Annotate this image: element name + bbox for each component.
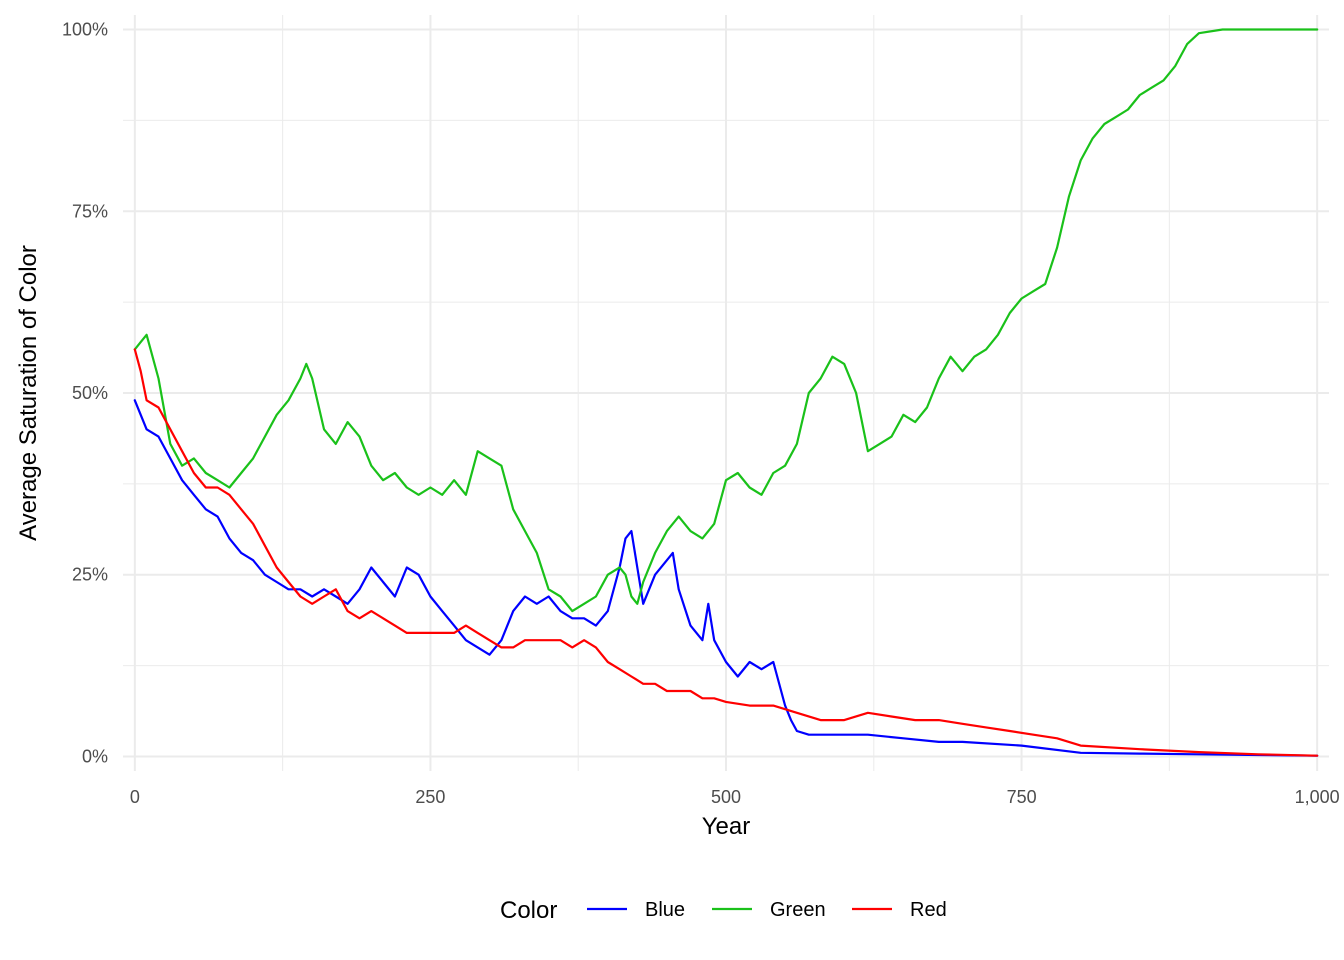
series-lines <box>133 28 1319 757</box>
x-tick-label: 750 <box>1007 787 1037 807</box>
legend-label-red: Red <box>910 899 947 921</box>
x-tick-label: 500 <box>711 787 741 807</box>
y-tick-label: 75% <box>72 201 108 221</box>
series-line-green <box>133 28 1319 613</box>
y-tick-label: 0% <box>82 746 108 766</box>
y-axis-tick-labels: 0% 25% 50% 75% 100% <box>62 20 108 767</box>
y-tick-label: 50% <box>72 383 108 403</box>
legend: Color Blue Green Red <box>500 897 947 924</box>
x-tick-label: 0 <box>130 787 140 807</box>
x-tick-label: 1,000 <box>1295 787 1340 807</box>
x-tick-label: 250 <box>415 787 445 807</box>
legend-label-blue: Blue <box>645 899 685 921</box>
legend-label-green: Green <box>770 899 826 921</box>
grid-lines <box>123 15 1329 771</box>
y-axis-title: Average Saturation of Color <box>15 245 42 541</box>
x-axis-title: Year <box>702 813 751 840</box>
series-line-blue <box>133 399 1319 757</box>
x-axis-tick-labels: 0 250 500 750 1,000 <box>130 787 1340 807</box>
series-line-red <box>133 348 1319 757</box>
y-tick-label: 25% <box>72 565 108 585</box>
y-tick-label: 100% <box>62 20 108 40</box>
legend-title: Color <box>500 897 557 924</box>
